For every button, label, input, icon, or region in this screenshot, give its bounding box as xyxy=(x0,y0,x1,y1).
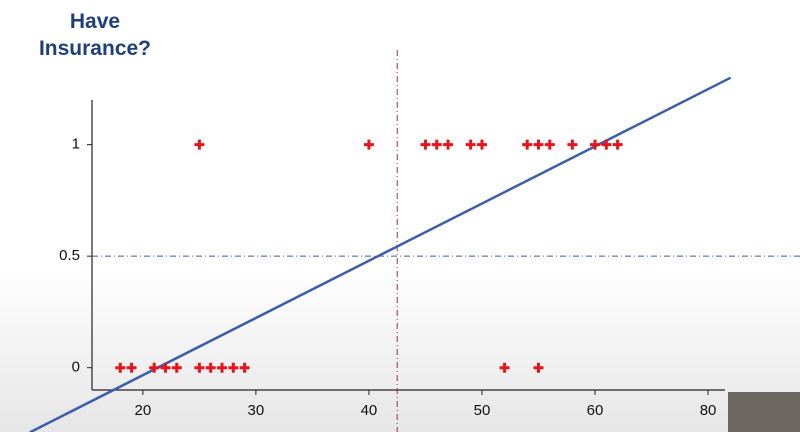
x-tick-label: 60 xyxy=(587,402,604,419)
data-point xyxy=(476,139,487,150)
data-point xyxy=(443,139,454,150)
chart-title: Have Insurance? xyxy=(38,10,152,60)
data-point xyxy=(522,139,533,150)
data-point xyxy=(612,139,623,150)
data-point xyxy=(239,362,250,373)
data-point xyxy=(216,362,227,373)
y-tick-label: 1 xyxy=(72,136,80,153)
data-point xyxy=(363,139,374,150)
x-tick-label: 30 xyxy=(248,402,265,419)
data-point xyxy=(160,362,171,373)
data-point xyxy=(533,139,544,150)
data-point xyxy=(228,362,239,373)
data-point xyxy=(205,362,216,373)
data-point xyxy=(126,362,137,373)
data-point xyxy=(465,139,476,150)
data-point xyxy=(115,362,126,373)
data-point xyxy=(420,139,431,150)
data-point xyxy=(431,139,442,150)
data-point xyxy=(590,139,601,150)
data-point xyxy=(533,362,544,373)
data-point xyxy=(149,362,160,373)
x-tick-label: 50 xyxy=(474,402,491,419)
data-point xyxy=(194,139,205,150)
data-point xyxy=(567,139,578,150)
data-point xyxy=(171,362,182,373)
data-point xyxy=(194,362,205,373)
webcam-thumbnail xyxy=(728,392,800,432)
data-point xyxy=(544,139,555,150)
x-tick-label: 80 xyxy=(700,402,717,419)
data-point xyxy=(499,362,510,373)
y-tick-label: 0 xyxy=(72,359,80,376)
fit-line xyxy=(29,76,732,432)
x-tick-label: 20 xyxy=(135,402,152,419)
x-tick-label: 40 xyxy=(361,402,378,419)
y-tick-label: 0.5 xyxy=(59,247,80,264)
data-point xyxy=(601,139,612,150)
